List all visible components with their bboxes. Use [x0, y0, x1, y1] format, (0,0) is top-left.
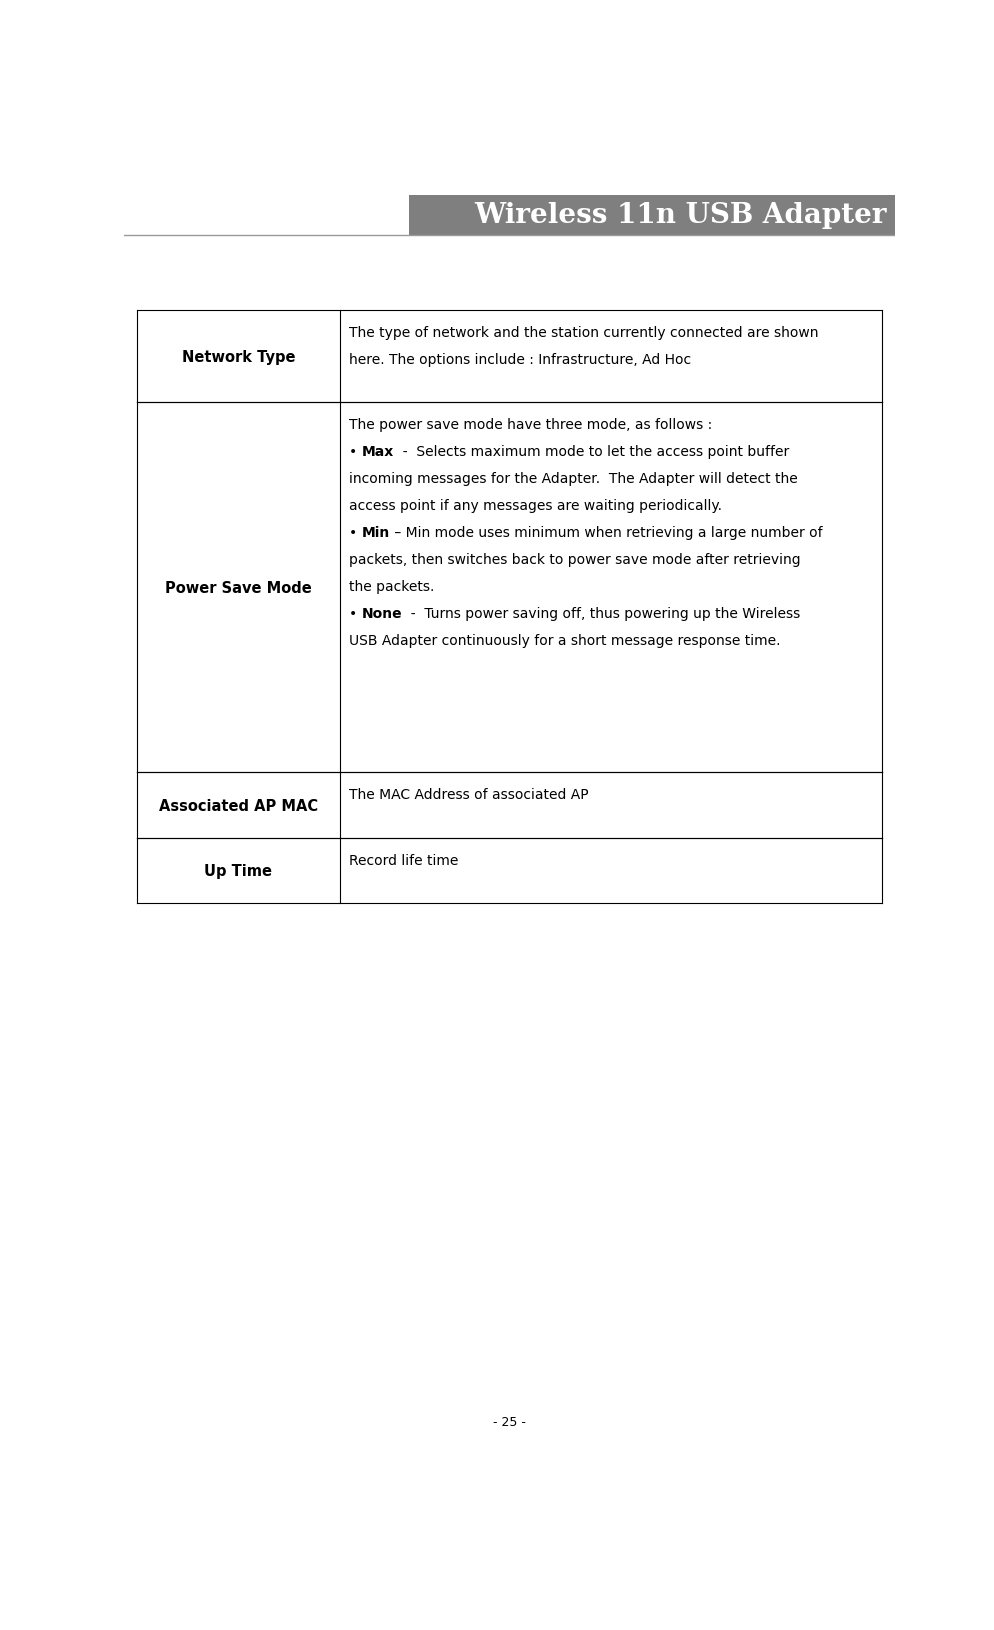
Text: •: • [349, 445, 362, 458]
Text: The power save mode have three mode, as follows :: The power save mode have three mode, as … [349, 417, 712, 432]
Text: •: • [349, 526, 362, 540]
Text: incoming messages for the Adapter.  The Adapter will detect the: incoming messages for the Adapter. The A… [349, 471, 797, 486]
Text: here. The options include : Infrastructure, Ad Hoc: here. The options include : Infrastructu… [349, 354, 691, 367]
Text: -  Selects maximum mode to let the access point buffer: - Selects maximum mode to let the access… [394, 445, 789, 458]
Text: The type of network and the station currently connected are shown: The type of network and the station curr… [349, 326, 818, 341]
Text: USB Adapter continuously for a short message response time.: USB Adapter continuously for a short mes… [349, 634, 780, 647]
Text: The MAC Address of associated AP: The MAC Address of associated AP [349, 787, 588, 802]
Text: packets, then switches back to power save mode after retrieving: packets, then switches back to power sav… [349, 553, 800, 567]
Text: -  Turns power saving off, thus powering up the Wireless: - Turns power saving off, thus powering … [403, 606, 800, 621]
Text: - 25 -: - 25 - [493, 1415, 526, 1428]
Text: Max: Max [362, 445, 394, 458]
Text: Up Time: Up Time [205, 864, 272, 879]
Text: the packets.: the packets. [349, 580, 434, 593]
Text: Power Save Mode: Power Save Mode [165, 580, 312, 595]
Text: access point if any messages are waiting periodically.: access point if any messages are waiting… [349, 499, 722, 513]
Text: Wireless 11n USB Adapter: Wireless 11n USB Adapter [474, 202, 887, 230]
Text: – Min mode uses minimum when retrieving a large number of: – Min mode uses minimum when retrieving … [390, 526, 822, 540]
Text: Network Type: Network Type [182, 349, 295, 365]
Text: •: • [349, 606, 362, 621]
Text: Min: Min [362, 526, 390, 540]
Text: Record life time: Record life time [349, 852, 458, 867]
Text: Associated AP MAC: Associated AP MAC [159, 799, 318, 813]
Bar [410, 196, 895, 236]
Text: None: None [362, 606, 403, 621]
